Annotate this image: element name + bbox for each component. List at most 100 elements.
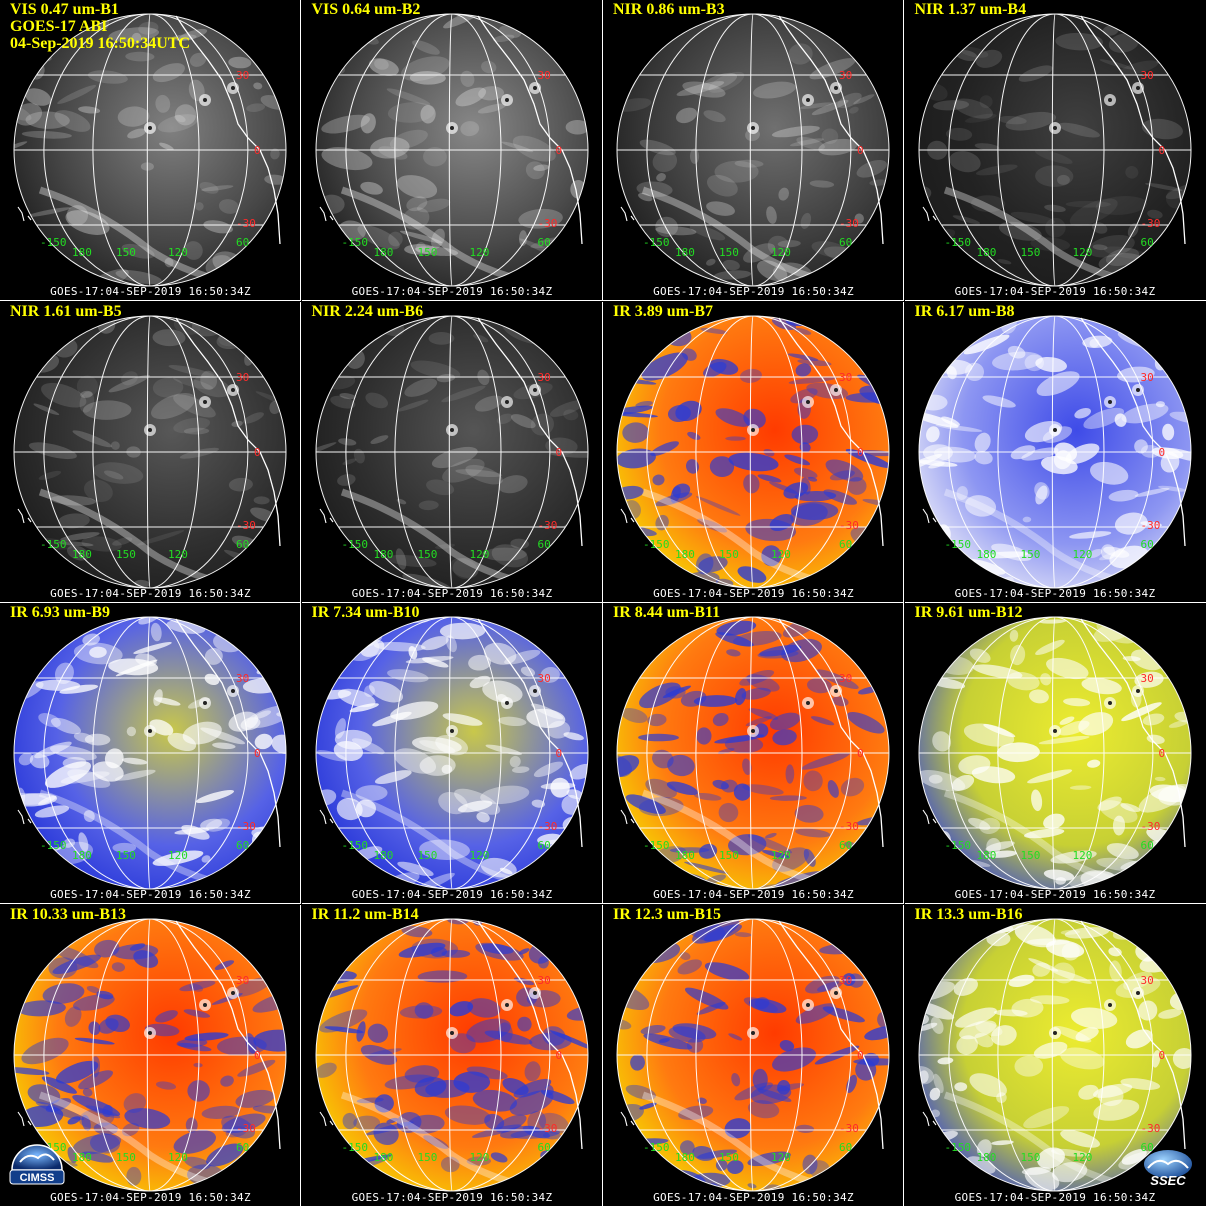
latitude-label: 30 xyxy=(839,69,853,82)
longitude-label: -150 xyxy=(643,839,670,852)
longitude-label: 180 xyxy=(976,1150,997,1164)
band-title: IR 12.3 um-B15 xyxy=(613,905,722,923)
band-title: IR 7.34 um-B10 xyxy=(311,604,420,621)
longitude-label: 120 xyxy=(771,849,791,862)
band-title: VIS 0.64 um-B2 xyxy=(311,1,421,18)
earth-disk-image xyxy=(315,918,588,1191)
longitude-label: 60 xyxy=(839,236,853,249)
earth-disk-image xyxy=(918,315,1191,588)
latitude-label: 30 xyxy=(236,370,250,384)
image-timestamp: GOES-17:04-SEP-2019 16:50:34Z xyxy=(50,586,251,600)
longitude-label: 150 xyxy=(1020,1150,1041,1164)
band-panel: VIS 0.47 um-B1 GOES-17 ABI 04-Sep-2019 16:… xyxy=(0,0,301,301)
band-title: IR 6.93 um-B9 xyxy=(10,604,111,621)
band-panel: NIR 2.24 um-B6 30 0 -30 -150 180 150 120 60 GOES-… xyxy=(301,301,603,603)
band-title: IR 13.3 um-B16 xyxy=(914,905,1023,923)
earth-disk-image xyxy=(616,13,890,287)
band-title: NIR 1.61 um-B5 xyxy=(10,302,122,320)
ssec-logo-text: SSEC xyxy=(1150,1173,1186,1188)
longitude-label: -150 xyxy=(944,537,972,551)
longitude-label: 60 xyxy=(839,839,853,852)
observation-time: 04-Sep-2019 16:50:34UTC xyxy=(10,35,190,52)
longitude-label: 180 xyxy=(72,1150,92,1164)
longitude-label: 150 xyxy=(417,547,438,561)
latitude-label: 0 xyxy=(555,445,563,459)
longitude-label: 120 xyxy=(771,547,791,561)
longitude-label: -150 xyxy=(643,1140,670,1154)
band-title: IR 9.61 um-B12 xyxy=(914,604,1023,621)
longitude-label: -150 xyxy=(341,537,369,551)
latitude-label: 0 xyxy=(1158,445,1166,459)
latitude-label: 30 xyxy=(1140,370,1154,384)
earth-disk-image xyxy=(918,13,1191,287)
longitude-label: 150 xyxy=(1020,849,1041,862)
longitude-label: 60 xyxy=(236,236,250,249)
longitude-label: 150 xyxy=(116,849,136,862)
longitude-label: 150 xyxy=(417,246,438,259)
band-title: NIR 2.24 um-B6 xyxy=(311,302,424,320)
longitude-label: 120 xyxy=(1072,849,1093,862)
longitude-label: -150 xyxy=(341,236,369,249)
band-panel: IR 6.17 um-B8 30 0 -30 -150 180 150 120 60 GOES-1… xyxy=(904,301,1206,603)
latitude-label: 0 xyxy=(857,445,864,459)
latitude-label: 30 xyxy=(236,69,250,82)
latitude-label: -30 xyxy=(236,1121,256,1135)
earth-disk-image xyxy=(13,616,287,890)
image-timestamp: GOES-17:04-SEP-2019 16:50:34Z xyxy=(653,586,854,600)
longitude-label: 180 xyxy=(675,1150,695,1164)
longitude-label: -150 xyxy=(643,236,670,249)
latitude-label: 30 xyxy=(839,672,853,685)
longitude-label: 150 xyxy=(719,849,739,862)
longitude-label: 180 xyxy=(72,547,92,561)
latitude-label: 0 xyxy=(555,1048,563,1062)
longitude-label: 150 xyxy=(719,1150,739,1164)
longitude-label: 180 xyxy=(373,547,394,561)
image-timestamp: GOES-17:04-SEP-2019 16:50:34Z xyxy=(50,1190,251,1204)
band-panel: VIS 0.64 um-B2 30 0 -30 -150 180 150 120 60 GOES-… xyxy=(301,0,603,301)
latitude-label: -30 xyxy=(537,518,558,532)
latitude-label: 0 xyxy=(857,747,864,760)
band-title: IR 11.2 um-B14 xyxy=(311,905,419,923)
latitude-label: -30 xyxy=(1140,217,1161,230)
cimss-logo-text: CIMSS xyxy=(20,1172,55,1184)
longitude-label: 180 xyxy=(976,849,997,862)
latitude-label: 0 xyxy=(254,144,261,157)
longitude-label: 120 xyxy=(168,246,188,259)
latitude-label: 30 xyxy=(1140,672,1154,685)
latitude-label: -30 xyxy=(839,217,859,230)
image-timestamp: GOES-17:04-SEP-2019 16:50:34Z xyxy=(351,586,553,600)
longitude-label: 180 xyxy=(675,849,695,862)
image-timestamp: GOES-17:04-SEP-2019 16:50:34Z xyxy=(954,888,1156,901)
image-timestamp: GOES-17:04-SEP-2019 16:50:34Z xyxy=(653,285,854,298)
latitude-label: 0 xyxy=(1158,747,1166,760)
longitude-label: 120 xyxy=(168,849,188,862)
image-timestamp: GOES-17:04-SEP-2019 16:50:34Z xyxy=(954,1190,1156,1204)
longitude-label: -150 xyxy=(944,839,972,852)
ssec-logo: SSEC xyxy=(1144,1150,1192,1188)
longitude-label: 60 xyxy=(1140,537,1154,551)
latitude-label: 30 xyxy=(1140,973,1154,987)
earth-disk-image xyxy=(616,616,890,890)
longitude-label: 150 xyxy=(1020,246,1041,259)
latitude-label: 30 xyxy=(537,973,551,987)
latitude-label: -30 xyxy=(236,217,256,230)
earth-disk-image xyxy=(616,918,890,1191)
image-timestamp: GOES-17:04-SEP-2019 16:50:34Z xyxy=(954,285,1156,298)
longitude-label: 120 xyxy=(1072,246,1093,259)
longitude-label: -150 xyxy=(40,236,67,249)
longitude-label: -150 xyxy=(40,839,67,852)
latitude-label: -30 xyxy=(1140,518,1161,532)
longitude-label: 120 xyxy=(1072,1150,1093,1164)
longitude-label: -150 xyxy=(40,537,67,551)
latitude-label: 30 xyxy=(839,370,853,384)
latitude-label: 30 xyxy=(839,973,853,987)
longitude-label: 150 xyxy=(719,246,739,259)
latitude-label: 0 xyxy=(254,747,261,760)
longitude-label: 60 xyxy=(1140,1140,1154,1154)
band-title: NIR 0.86 um-B3 xyxy=(613,1,725,18)
image-timestamp: GOES-17:04-SEP-2019 16:50:34Z xyxy=(351,888,553,901)
latitude-label: 0 xyxy=(1158,144,1166,157)
band-panel: IR 3.89 um-B7 30 0 -30 -150 180 150 120 60 GOES-1… xyxy=(603,301,904,603)
latitude-label: -30 xyxy=(537,217,558,230)
